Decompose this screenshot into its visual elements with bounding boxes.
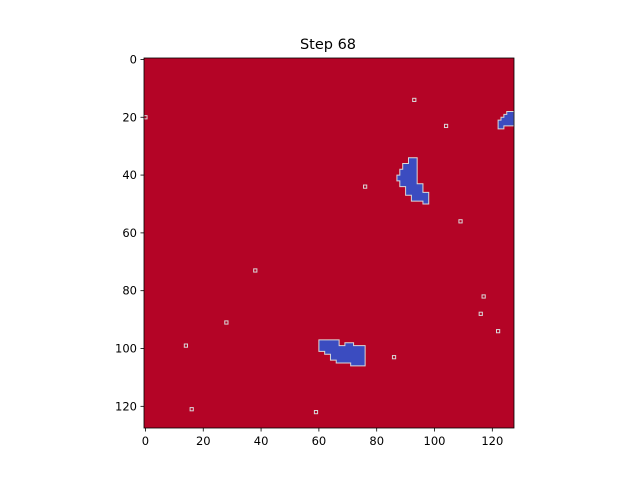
x-tick-label-20: 20: [196, 434, 211, 448]
y-tick-label-60: 60: [122, 226, 137, 240]
isolated-point-3: [363, 184, 368, 189]
heatmap-background: [144, 58, 514, 428]
y-tick-label-100: 100: [115, 342, 137, 356]
isolated-point-2: [443, 123, 449, 129]
x-tick-label-80: 80: [369, 434, 384, 448]
y-tick-label-20: 20: [122, 110, 137, 124]
cluster-bottom: [318, 339, 366, 367]
plot-frame: [143, 57, 515, 429]
isolated-point-9: [496, 329, 501, 334]
cluster-top-right: [497, 110, 515, 130]
x-tick-label-40: 40: [254, 434, 269, 448]
x-tick-label-100: 100: [424, 434, 446, 448]
isolated-point-4: [458, 219, 463, 224]
isolated-point-12: [189, 407, 194, 412]
x-tick-label-0: 0: [142, 434, 149, 448]
y-tick-label-80: 80: [122, 284, 137, 298]
x-tick-label-60: 60: [312, 434, 327, 448]
y-tick-label-0: 0: [130, 52, 137, 66]
cluster-center: [396, 157, 430, 205]
isolated-point-5: [253, 268, 258, 273]
isolated-point-6: [481, 294, 486, 299]
x-tick-label-120: 120: [481, 434, 503, 448]
isolated-point-8: [224, 320, 229, 325]
axes: 0 20 40 60 80 100 120 0 20 40 60 80 100 120: [115, 52, 515, 448]
isolated-point-11: [391, 355, 397, 360]
y-tick-label-120: 120: [115, 399, 137, 413]
isolated-point-7: [478, 311, 483, 316]
y-tick-label-40: 40: [122, 168, 137, 182]
isolated-point-1: [412, 97, 417, 103]
chart-title: Step 68: [300, 37, 356, 53]
heatmap-plot-area: [143, 58, 515, 428]
isolated-point-13: [313, 410, 319, 415]
isolated-point-10: [183, 343, 189, 348]
